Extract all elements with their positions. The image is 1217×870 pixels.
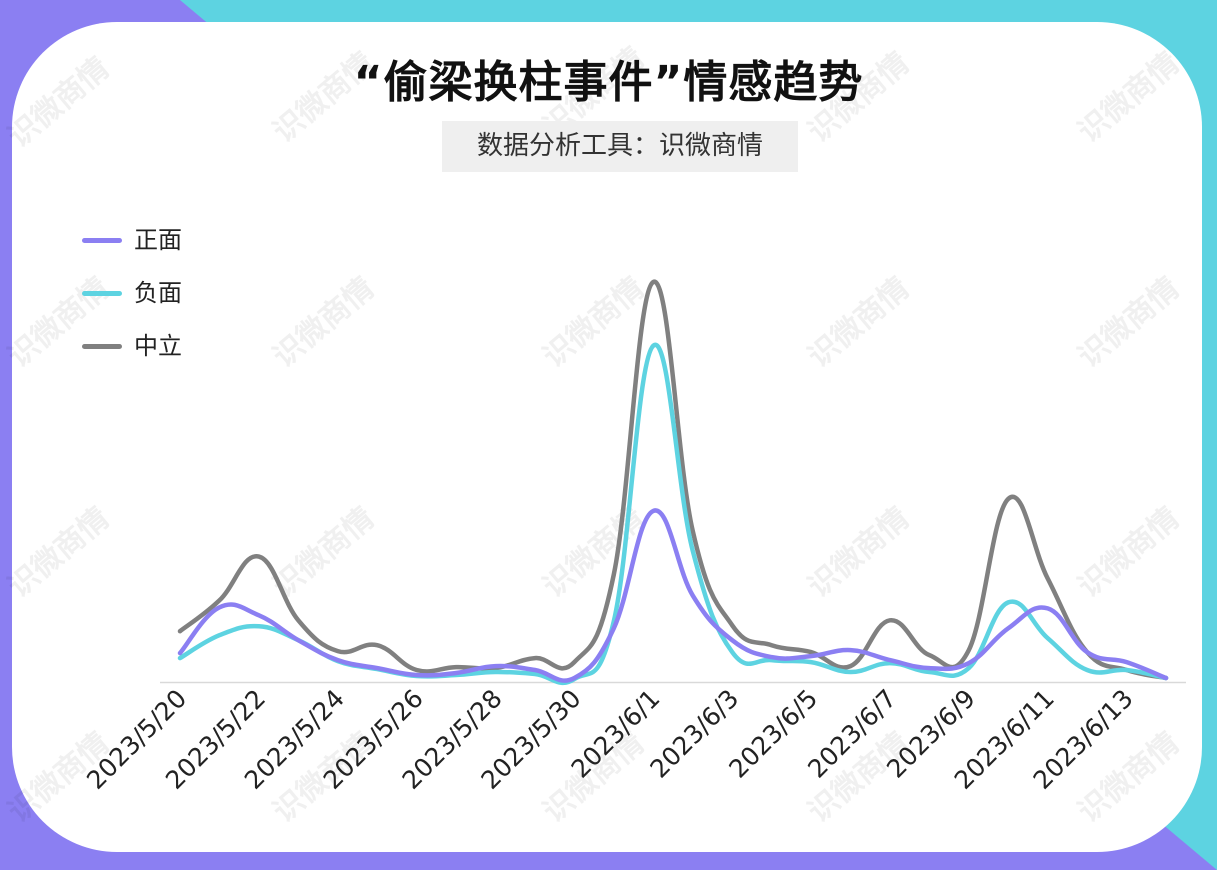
x-tick-labels: 2023/5/202023/5/222023/5/242023/5/262023… [81,684,1139,795]
legend-swatch [82,291,122,296]
legend-label: 正面 [134,226,182,254]
series-layer [177,279,1169,686]
series-line-0 [177,508,1169,683]
legend-swatch [82,238,122,243]
series-line-2 [177,279,1169,681]
chart-title: “偷梁换柱事件”情感趋势 [353,57,864,108]
data-source-label: 数据分析工具：识微商情 [442,121,798,172]
legend-label: 负面 [134,279,182,307]
legend-label: 中立 [134,332,182,360]
legend-swatch [82,344,122,349]
